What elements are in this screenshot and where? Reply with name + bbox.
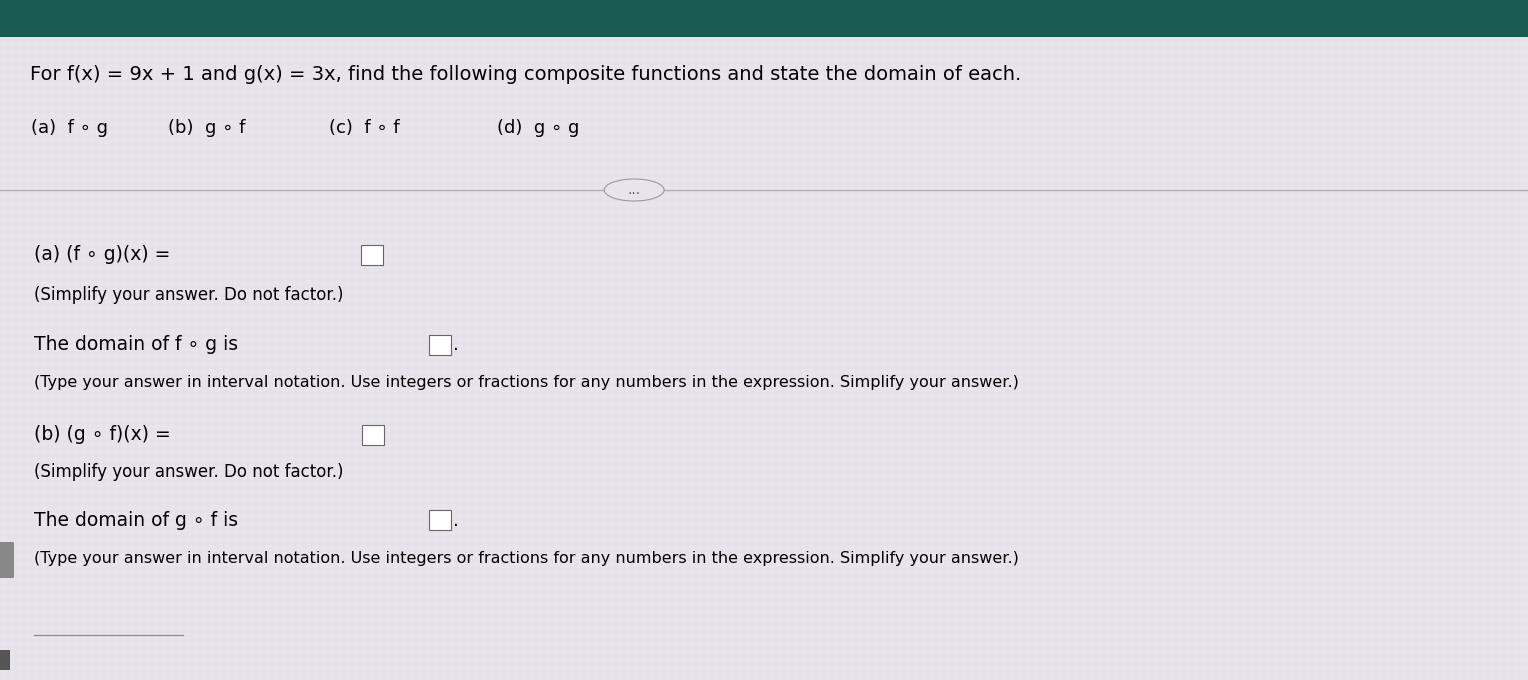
Text: (a)  f ∘ g: (a) f ∘ g	[31, 119, 107, 137]
Text: (Simplify your answer. Do not factor.): (Simplify your answer. Do not factor.)	[34, 286, 344, 304]
Text: (Type your answer in interval notation. Use integers or fractions for any number: (Type your answer in interval notation. …	[34, 551, 1019, 566]
Text: (Type your answer in interval notation. Use integers or fractions for any number: (Type your answer in interval notation. …	[34, 375, 1019, 390]
Text: .: .	[454, 511, 458, 530]
Text: (d)  g ∘ g: (d) g ∘ g	[497, 119, 579, 137]
Text: The domain of f ∘ g is: The domain of f ∘ g is	[34, 335, 244, 354]
Text: ...: ...	[628, 183, 640, 197]
Text: The domain of g ∘ f is: The domain of g ∘ f is	[34, 511, 244, 530]
Text: (Simplify your answer. Do not factor.): (Simplify your answer. Do not factor.)	[34, 463, 344, 481]
Bar	[362, 245, 384, 265]
Bar	[0, 0, 1528, 37]
Text: (a) (f ∘ g)(x) =: (a) (f ∘ g)(x) =	[34, 245, 176, 265]
Text: (b)  g ∘ f: (b) g ∘ f	[168, 119, 246, 137]
Polygon shape	[0, 650, 11, 670]
Text: .: .	[454, 335, 458, 354]
Bar	[362, 425, 384, 445]
Text: For f(x) = 9x + 1 and g(x) = 3x, find the following composite functions and stat: For f(x) = 9x + 1 and g(x) = 3x, find th…	[31, 65, 1021, 84]
Text: (c)  f ∘ f: (c) f ∘ f	[329, 119, 399, 137]
Bar	[429, 335, 451, 355]
Bar	[429, 510, 451, 530]
Text: (b) (g ∘ f)(x) =: (b) (g ∘ f)(x) =	[34, 426, 176, 445]
Polygon shape	[0, 542, 14, 578]
Ellipse shape	[604, 179, 665, 201]
